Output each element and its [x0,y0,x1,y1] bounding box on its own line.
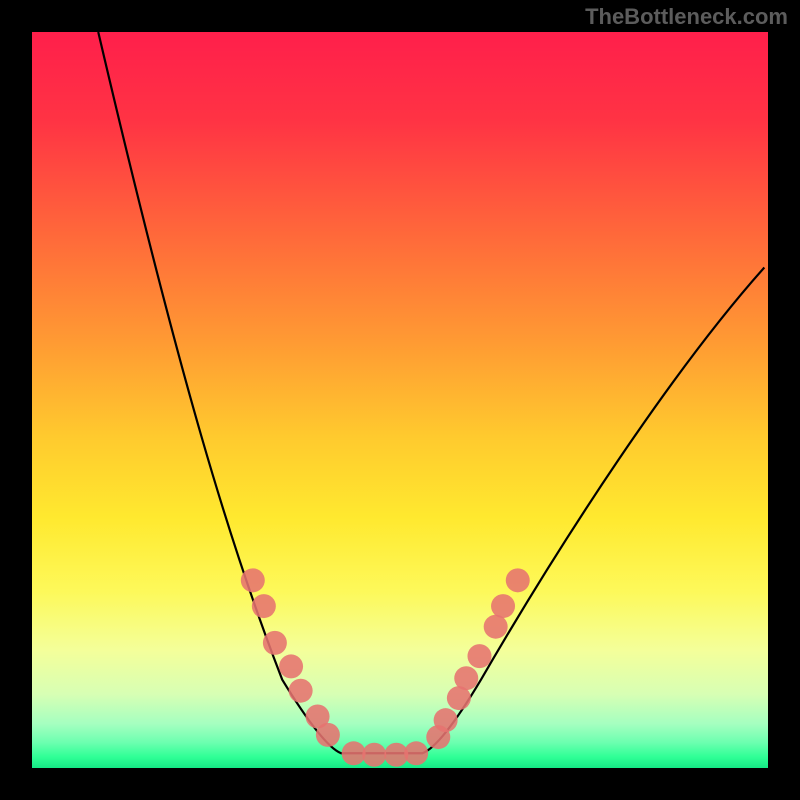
curve-marker [279,654,303,678]
chart-svg [0,0,800,800]
bottleneck-chart: TheBottleneck.com [0,0,800,800]
curve-marker [506,568,530,592]
curve-marker [252,594,276,618]
curve-marker [362,743,386,767]
watermark-text: TheBottleneck.com [585,4,788,30]
curve-marker [491,594,515,618]
curve-marker [316,723,340,747]
curve-marker [241,568,265,592]
curve-marker [289,679,313,703]
curve-marker [484,615,508,639]
plot-background [32,32,768,768]
curve-marker [454,666,478,690]
curve-marker [434,708,458,732]
curve-marker [467,644,491,668]
curve-marker [263,631,287,655]
curve-marker [404,741,428,765]
curve-marker [342,741,366,765]
